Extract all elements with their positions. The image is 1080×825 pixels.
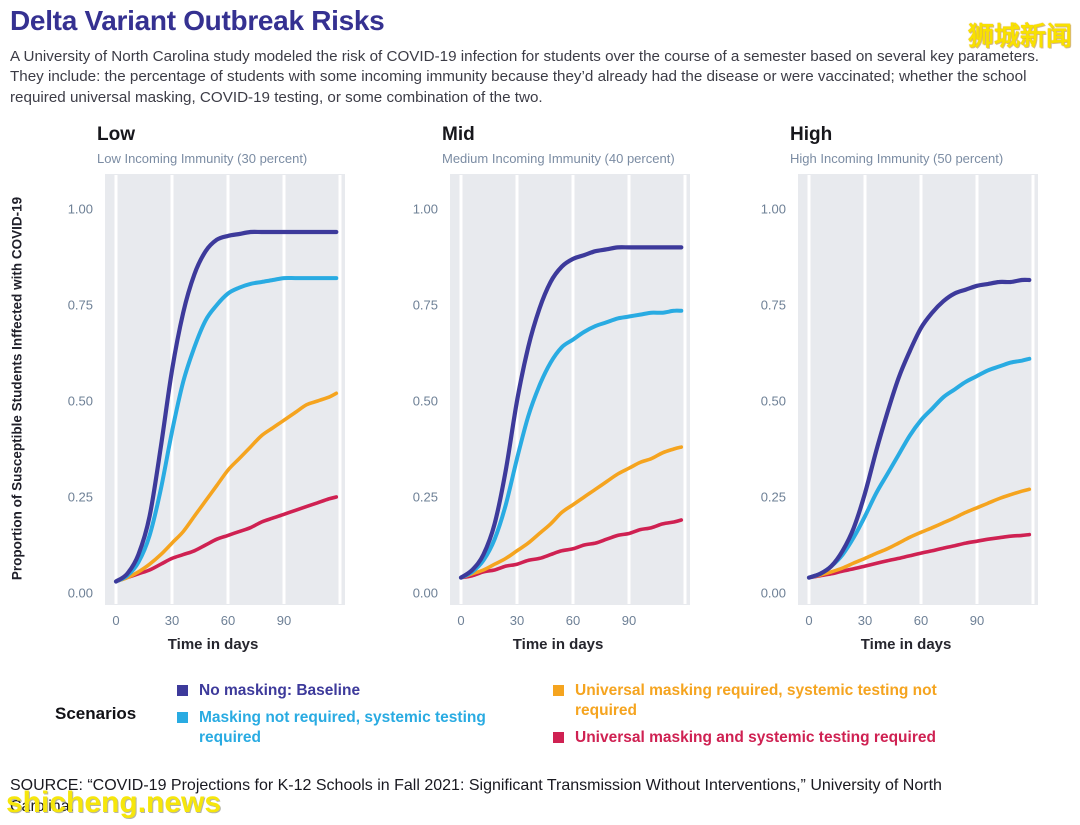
y-tick-label: 0.25: [67, 489, 93, 505]
panel-subtitle-mid: Medium Incoming Immunity (40 percent): [442, 151, 675, 166]
page-title: Delta Variant Outbreak Risks: [10, 5, 385, 36]
series-line-orange: [807, 487, 1032, 580]
line-chart-svg: [798, 174, 1038, 605]
x-tick-label: 60: [565, 613, 581, 628]
x-tick-label: 90: [969, 613, 985, 628]
legend-item-testing-only: Masking not required, systemic testing r…: [177, 708, 512, 748]
line-chart-svg: [105, 174, 345, 605]
legend-item-masking-only: Universal masking required, systemic tes…: [553, 681, 973, 721]
x-axis-label: Time in days: [167, 636, 259, 653]
series-line-red: [114, 495, 339, 584]
y-tick-label: 0.00: [67, 585, 93, 601]
y-tick-label: 0.75: [760, 297, 786, 313]
x-tick-label: 30: [857, 613, 873, 628]
y-tick-label: 0.50: [760, 393, 786, 409]
plot-area-mid: [445, 174, 693, 606]
source-citation: SOURCE: “COVID-19 Projections for K-12 S…: [10, 777, 942, 816]
x-tick-label: 90: [621, 613, 637, 628]
legend-swatch-navy: [177, 685, 188, 696]
legend-title: Scenarios: [55, 704, 137, 723]
legend-item-baseline: No masking: Baseline: [177, 681, 507, 701]
series-line-red: [459, 518, 684, 580]
legend-label: Universal masking and systemic testing r…: [575, 729, 936, 746]
y-tick-label: 0.50: [412, 393, 438, 409]
legend-swatch-red: [553, 732, 564, 743]
y-tick-label: 1.00: [760, 201, 786, 217]
y-tick-label: 0.75: [67, 297, 93, 313]
panel-subtitle-high: High Incoming Immunity (50 percent): [790, 151, 1004, 166]
x-tick-label: 90: [276, 613, 292, 628]
panel-heading-high: High: [790, 124, 833, 145]
series-line-cyan: [459, 308, 684, 580]
y-tick-label: 1.00: [67, 201, 93, 217]
panel-subtitle-low: Low Incoming Immunity (30 percent): [97, 151, 308, 166]
series-line-navy: [458, 245, 684, 580]
x-axis-label: Time in days: [512, 636, 604, 653]
x-tick-label: 0: [457, 613, 465, 628]
panel-heading-mid: Mid: [442, 124, 475, 145]
watermark-bottom-left: shicheng.news: [6, 786, 222, 819]
series-line-orange: [114, 391, 339, 584]
x-axis-label: Time in days: [860, 636, 952, 653]
series-line-navy: [113, 229, 339, 584]
x-tick-label: 60: [913, 613, 929, 628]
legend-item-masking-and-testing: Universal masking and systemic testing r…: [553, 728, 1033, 748]
chart-panel-low: Low Low Incoming Immunity (30 percent) 0…: [55, 124, 365, 669]
y-tick-label: 0.75: [412, 297, 438, 313]
series-line-cyan: [807, 356, 1032, 580]
plot-area-high: [793, 174, 1041, 606]
watermark-top-right: 狮城新闻: [967, 21, 1072, 51]
panel-heading-low: Low: [97, 124, 135, 145]
series-line-cyan: [114, 275, 339, 584]
plot-area-low: [100, 174, 348, 606]
legend-label: No masking: Baseline: [199, 682, 361, 699]
x-tick-label: 30: [164, 613, 180, 628]
intro-description: A University of North Carolina study mod…: [10, 48, 1040, 106]
legend-label: Masking not required, systemic testing r…: [199, 709, 486, 747]
legend-swatch-orange: [553, 685, 564, 696]
y-axis-label: Proportion of Susceptible Students Inffe…: [9, 196, 25, 581]
y-tick-label: 0.25: [412, 489, 438, 505]
y-tick-label: 0.00: [412, 585, 438, 601]
chart-panel-high: High High Incoming Immunity (50 percent)…: [748, 124, 1058, 669]
x-tick-label: 0: [805, 613, 813, 628]
series-line-red: [807, 532, 1032, 580]
x-tick-label: 30: [509, 613, 525, 628]
y-tick-label: 1.00: [412, 201, 438, 217]
y-tick-label: 0.00: [760, 585, 786, 601]
legend-swatch-cyan: [177, 712, 188, 723]
series-line-orange: [459, 445, 684, 580]
legend-label: Universal masking required, systemic tes…: [575, 682, 937, 720]
chart-panel-mid: Mid Medium Incoming Immunity (40 percent…: [400, 124, 710, 669]
x-tick-label: 0: [112, 613, 120, 628]
y-tick-label: 0.50: [67, 393, 93, 409]
line-chart-svg: [450, 174, 690, 605]
x-tick-label: 60: [220, 613, 236, 628]
y-tick-label: 0.25: [760, 489, 786, 505]
series-line-navy: [806, 277, 1032, 580]
